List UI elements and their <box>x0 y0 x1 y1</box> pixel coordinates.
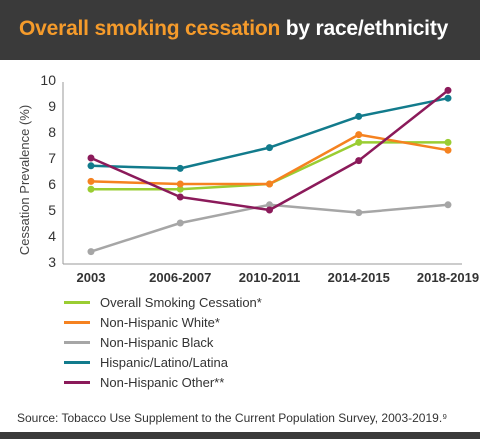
y-tick-label: 8 <box>48 124 56 140</box>
legend-item: Non-Hispanic White* <box>64 312 262 332</box>
legend-item: Non-Hispanic Other** <box>64 372 262 392</box>
legend-swatch <box>64 320 90 324</box>
x-tick-label: 2018-2019 <box>417 270 479 285</box>
series-lines <box>87 86 452 256</box>
legend-swatch <box>64 360 90 364</box>
legend-label: Overall Smoking Cessation* <box>100 294 262 310</box>
data-point <box>176 193 184 201</box>
y-tick-label: 3 <box>48 254 56 270</box>
source-note: Source: Tobacco Use Supplement to the Cu… <box>17 411 448 425</box>
legend-label: Hispanic/Latino/Latina <box>100 354 228 370</box>
data-point <box>355 112 363 120</box>
x-tick-label: 2006-2007 <box>149 270 211 285</box>
data-point <box>444 94 452 102</box>
data-point <box>444 146 452 154</box>
legend-swatch <box>64 380 90 384</box>
header-bar: Overall smoking cessation by race/ethnic… <box>0 0 480 60</box>
data-point <box>87 185 95 193</box>
x-tick-label: 2003 <box>77 270 106 285</box>
series-5 <box>87 86 452 214</box>
legend-item: Overall Smoking Cessation* <box>64 292 262 312</box>
data-point <box>176 180 184 188</box>
data-point <box>444 138 452 146</box>
data-point <box>176 185 184 193</box>
y-tick-label: 9 <box>48 98 56 114</box>
data-point <box>87 248 95 256</box>
legend-item: Hispanic/Latino/Latina <box>64 352 262 372</box>
data-point <box>355 131 363 139</box>
data-point <box>444 86 452 94</box>
legend-label: Non-Hispanic Black <box>100 334 214 350</box>
data-point <box>355 209 363 217</box>
chart-title-accent: Overall smoking cessation <box>19 17 281 40</box>
series-3 <box>87 201 452 256</box>
data-point <box>266 206 273 214</box>
data-point <box>87 154 95 162</box>
data-point <box>266 180 273 188</box>
data-point <box>176 219 184 227</box>
data-point <box>355 157 363 165</box>
legend-label: Non-Hispanic Other** <box>100 374 225 390</box>
series-line <box>90 133 449 186</box>
data-point <box>266 144 273 152</box>
series-4 <box>87 94 452 172</box>
legend-swatch <box>64 340 90 344</box>
chart-title: Overall smoking cessation by race/ethnic… <box>19 17 448 41</box>
data-point <box>87 177 95 185</box>
chart-title-rest: by race/ethnicity <box>280 17 449 40</box>
footer-bar <box>0 432 480 439</box>
y-tick-label: 7 <box>48 150 56 166</box>
data-point <box>444 201 452 209</box>
x-tick-labels: 2003 2006-2007 2010-2011 2014-2015 2018-2019 <box>77 270 480 285</box>
legend-label: Non-Hispanic White* <box>100 314 220 330</box>
data-point <box>355 138 363 146</box>
x-tick-label: 2010-2011 <box>239 270 300 285</box>
legend: Overall Smoking Cessation* Non-Hispanic W… <box>64 292 262 392</box>
legend-item: Non-Hispanic Black <box>64 332 262 352</box>
y-tick-label: 10 <box>40 72 56 88</box>
x-tick-label: 2014-2015 <box>328 270 390 285</box>
data-point <box>176 164 184 172</box>
legend-swatch <box>64 300 90 304</box>
y-axis-label: Cessation Prevalence (%) <box>17 105 32 255</box>
y-tick-label: 4 <box>48 228 56 244</box>
data-point <box>87 162 95 170</box>
y-tick-label: 6 <box>48 176 56 192</box>
data-point <box>266 201 273 209</box>
y-tick-labels: 3 4 5 6 7 8 9 10 <box>40 72 56 270</box>
y-tick-label: 5 <box>48 202 56 218</box>
